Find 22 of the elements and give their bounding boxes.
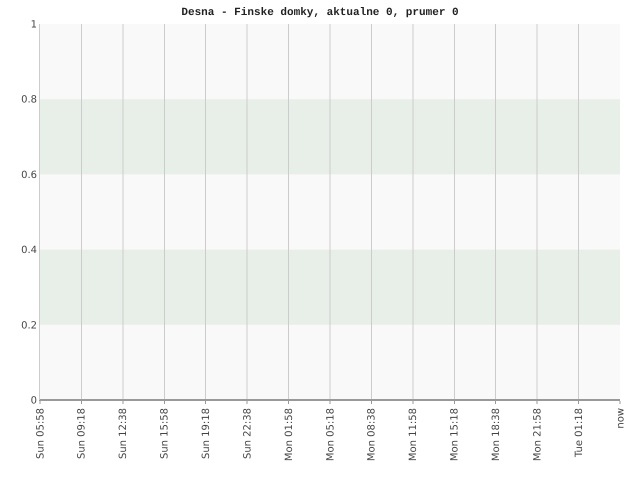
chart-title: Desna - Finske domky, aktualne 0, prumer 0 bbox=[181, 6, 459, 19]
x-tick-label: Mon 05:18 bbox=[325, 408, 336, 462]
x-tick-label: Tue 01:18 bbox=[574, 408, 585, 458]
y-tick-label: 0.2 bbox=[21, 320, 37, 332]
y-tick-label: 0.4 bbox=[21, 245, 37, 256]
y-tick-label: 0.6 bbox=[21, 170, 37, 181]
y-tick-label: 1 bbox=[30, 20, 37, 30]
x-tick-label: Mon 01:58 bbox=[284, 408, 295, 462]
x-tick-label: Mon 11:58 bbox=[408, 408, 420, 462]
x-tick-label: Sun 22:38 bbox=[242, 408, 254, 460]
x-tick-label: Sun 19:18 bbox=[200, 408, 212, 460]
x-tick-label: Mon 21:58 bbox=[532, 408, 544, 462]
x-tick-label: Sun 05:58 bbox=[35, 408, 46, 460]
x-tick-label: Sun 09:18 bbox=[76, 408, 88, 460]
y-tick-label: 0 bbox=[30, 396, 37, 406]
x-tick-label: Mon 08:38 bbox=[366, 408, 378, 462]
x-tick-label: Sun 15:58 bbox=[160, 408, 171, 460]
x-tick-label: Mon 15:18 bbox=[450, 408, 461, 462]
x-tick-label: Mon 18:38 bbox=[490, 408, 502, 462]
x-tick-label: Sun 12:38 bbox=[118, 408, 130, 460]
y-tick-label: 0.8 bbox=[21, 94, 37, 106]
x-tick-label: now bbox=[615, 408, 626, 429]
